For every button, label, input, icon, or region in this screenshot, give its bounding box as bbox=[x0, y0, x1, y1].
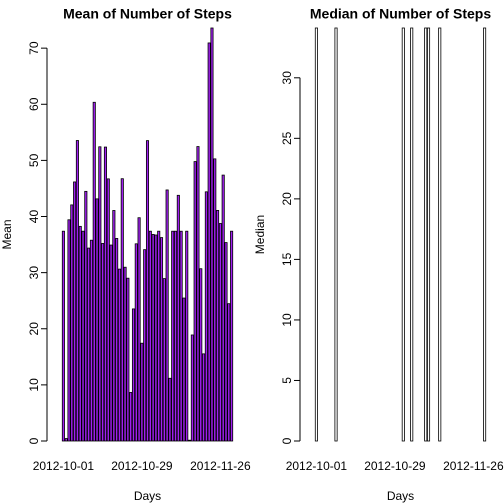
bar bbox=[117, 268, 121, 442]
x-axis-label: Days bbox=[134, 489, 161, 503]
bar bbox=[176, 194, 180, 442]
bar bbox=[120, 178, 124, 442]
bar bbox=[134, 243, 138, 442]
bar bbox=[95, 198, 99, 442]
y-axis-label: Median bbox=[253, 215, 267, 254]
bar bbox=[483, 27, 487, 442]
bar bbox=[78, 225, 82, 442]
bar bbox=[162, 278, 166, 442]
x-tick-label: 2012-10-29 bbox=[111, 459, 173, 473]
bar bbox=[227, 303, 231, 442]
bar bbox=[73, 181, 77, 442]
bar bbox=[131, 308, 136, 442]
bar bbox=[179, 230, 183, 442]
bar bbox=[145, 140, 150, 442]
bar bbox=[427, 27, 431, 442]
bar bbox=[314, 27, 318, 442]
chart-title: Median of Number of Steps bbox=[310, 6, 491, 22]
x-tick-label: 2012-10-01 bbox=[33, 459, 95, 473]
y-tick-label: 10 bbox=[27, 378, 41, 392]
bar bbox=[123, 266, 127, 442]
bar bbox=[334, 27, 338, 442]
y-tick-label: 10 bbox=[280, 313, 294, 327]
chart-title: Mean of Number of Steps bbox=[63, 6, 232, 22]
bar bbox=[224, 242, 228, 442]
y-tick-label: 0 bbox=[280, 437, 294, 444]
bar bbox=[196, 146, 200, 442]
y-tick-label: 5 bbox=[280, 377, 294, 384]
bar bbox=[202, 353, 206, 442]
bar bbox=[112, 210, 116, 442]
bar bbox=[185, 230, 189, 442]
bar bbox=[157, 230, 161, 442]
y-tick-label: 20 bbox=[27, 322, 41, 336]
bar bbox=[216, 209, 220, 442]
bar bbox=[75, 140, 79, 442]
bar bbox=[207, 42, 211, 442]
bar bbox=[84, 190, 88, 442]
bar bbox=[210, 27, 214, 442]
x-axis-label: Days bbox=[387, 489, 414, 503]
x-tick-label: 2012-10-29 bbox=[364, 459, 426, 473]
bar bbox=[218, 223, 222, 442]
bar bbox=[148, 230, 152, 442]
bar bbox=[143, 249, 147, 442]
y-tick-label: 15 bbox=[280, 252, 294, 266]
x-tick-label: 2012-10-01 bbox=[286, 459, 348, 473]
bar bbox=[213, 158, 217, 442]
bar bbox=[193, 161, 197, 442]
bar bbox=[64, 438, 68, 442]
bar bbox=[137, 217, 141, 442]
y-tick-label: 30 bbox=[280, 71, 294, 85]
bar bbox=[424, 27, 428, 442]
y-tick-label: 60 bbox=[27, 97, 41, 111]
bar bbox=[109, 244, 113, 442]
y-tick-label: 70 bbox=[27, 41, 41, 55]
bar bbox=[199, 268, 203, 442]
y-axis-label: Mean bbox=[0, 219, 14, 249]
bar bbox=[140, 342, 144, 442]
bar bbox=[168, 377, 172, 442]
bar bbox=[182, 297, 186, 442]
bar bbox=[410, 27, 414, 442]
bar bbox=[174, 230, 178, 442]
bar bbox=[101, 243, 105, 442]
bar bbox=[230, 230, 234, 442]
bar bbox=[165, 189, 169, 442]
y-tick-label: 40 bbox=[27, 210, 41, 224]
bar bbox=[92, 101, 96, 442]
y-tick-label: 25 bbox=[280, 131, 294, 145]
bar bbox=[67, 219, 71, 442]
bar bbox=[115, 238, 119, 442]
bar bbox=[154, 234, 158, 442]
x-tick-label: 2012-11-26 bbox=[443, 459, 504, 473]
y-tick-label: 20 bbox=[280, 192, 294, 206]
bar bbox=[438, 27, 442, 442]
x-tick-label: 2012-11-26 bbox=[190, 459, 251, 473]
bar bbox=[98, 146, 102, 442]
bar bbox=[61, 230, 65, 442]
bar bbox=[401, 27, 405, 442]
bar bbox=[129, 392, 133, 442]
bar bbox=[70, 204, 74, 442]
bar bbox=[126, 277, 130, 442]
bar bbox=[159, 237, 164, 442]
y-tick-label: 30 bbox=[27, 266, 41, 280]
bar bbox=[103, 146, 107, 442]
bar bbox=[190, 334, 194, 442]
bar bbox=[188, 439, 192, 442]
bar bbox=[171, 230, 175, 442]
bar bbox=[81, 230, 85, 442]
bar bbox=[204, 191, 208, 442]
bar bbox=[221, 174, 225, 442]
y-tick-label: 50 bbox=[27, 153, 41, 167]
bar bbox=[106, 178, 110, 442]
y-tick-label: 0 bbox=[27, 437, 41, 444]
bar bbox=[89, 239, 93, 442]
bar bbox=[87, 247, 91, 442]
bar bbox=[151, 234, 155, 442]
